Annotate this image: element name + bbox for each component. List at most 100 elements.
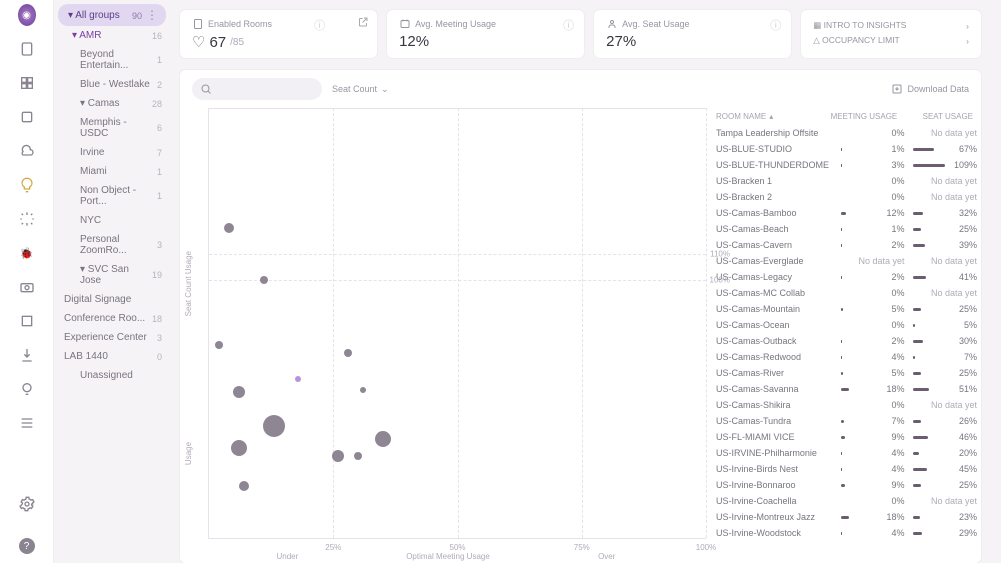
sidebar-item[interactable]: Non Object - Port...1 bbox=[54, 181, 170, 211]
table-row[interactable]: US-Irvine-Coachella0%No data yet bbox=[716, 493, 977, 509]
sidebar-item[interactable]: Experience Center3 bbox=[54, 328, 170, 347]
table-row[interactable]: US-Camas-EvergladeNo data yetNo data yet bbox=[716, 253, 977, 269]
cloud-icon[interactable] bbox=[18, 142, 36, 160]
scatter-point[interactable] bbox=[239, 481, 249, 491]
table-row[interactable]: US-Camas-MC Collab0%No data yet bbox=[716, 285, 977, 301]
sidebar-item[interactable]: Irvine7 bbox=[54, 143, 170, 162]
idea-icon[interactable] bbox=[18, 380, 36, 398]
download-icon[interactable] bbox=[18, 346, 36, 364]
table-row[interactable]: Tampa Leadership Offsite0%No data yet bbox=[716, 125, 977, 141]
scatter-point[interactable] bbox=[260, 276, 268, 284]
table-row[interactable]: US-Camas-Beach1%25% bbox=[716, 221, 977, 237]
table-row[interactable]: US-BLUE-THUNDERDOME3%109% bbox=[716, 157, 977, 173]
scatter-point[interactable] bbox=[354, 452, 362, 460]
table-row[interactable]: US-Camas-Bamboo12%32% bbox=[716, 205, 977, 221]
seat-usage-cell: No data yet bbox=[905, 256, 978, 266]
icon-rail: ◉ 🐞 ? bbox=[0, 0, 54, 563]
sidebar-item[interactable]: Memphis - USDC6 bbox=[54, 113, 170, 143]
table-row[interactable]: US-Bracken 20%No data yet bbox=[716, 189, 977, 205]
col-meeting-usage[interactable]: MEETING USAGE bbox=[828, 112, 904, 121]
col-room-name[interactable]: ROOM NAME▴ bbox=[716, 112, 828, 121]
sidebar-item[interactable]: Unassigned bbox=[54, 366, 170, 385]
box-icon[interactable] bbox=[18, 312, 36, 330]
seat-usage-cell: 26% bbox=[905, 416, 978, 426]
table-row[interactable]: US-FL-MIAMI VICE9%46% bbox=[716, 429, 977, 445]
table-row[interactable]: US-Camas-Tundra7%26% bbox=[716, 413, 977, 429]
download-data-button[interactable]: Download Data bbox=[891, 83, 969, 95]
sidebar-item[interactable]: NYC bbox=[54, 211, 170, 230]
table-row[interactable]: US-Camas-Savanna18%51% bbox=[716, 381, 977, 397]
room-name: US-BLUE-THUNDERDOME bbox=[716, 160, 832, 170]
insights-occupancy-row[interactable]: △ OCCUPANCY LIMIT› bbox=[813, 33, 969, 48]
info-icon[interactable]: ⓘ bbox=[563, 17, 574, 33]
table-row[interactable]: US-Camas-Redwood4%7% bbox=[716, 349, 977, 365]
info-icon[interactable]: ⓘ bbox=[770, 17, 781, 33]
table-row[interactable]: US-Irvine-Bonnaroo9%25% bbox=[716, 477, 977, 493]
sidebar-item[interactable]: Miami1 bbox=[54, 162, 170, 181]
meeting-usage-cell: 4% bbox=[832, 448, 905, 458]
scatter-point[interactable] bbox=[360, 387, 366, 393]
table-row[interactable]: US-Camas-Shikira0%No data yet bbox=[716, 397, 977, 413]
room-table: ROOM NAME▴ MEETING USAGE SEAT USAGE Tamp… bbox=[716, 108, 981, 563]
scatter-point[interactable] bbox=[231, 440, 247, 456]
gear-icon[interactable] bbox=[18, 495, 36, 513]
table-row[interactable]: US-Camas-Legacy2%41% bbox=[716, 269, 977, 285]
external-link-icon[interactable] bbox=[357, 16, 369, 31]
table-row[interactable]: US-BLUE-STUDIO1%67% bbox=[716, 141, 977, 157]
table-row[interactable]: US-Camas-River5%25% bbox=[716, 365, 977, 381]
camera-icon[interactable] bbox=[18, 278, 36, 296]
meeting-usage-cell: 9% bbox=[832, 432, 905, 442]
room-name: US-Camas-Outback bbox=[716, 336, 832, 346]
table-row[interactable]: US-Irvine-Woodstock4%29% bbox=[716, 525, 977, 541]
scatter-point[interactable] bbox=[375, 431, 391, 447]
doc-icon[interactable] bbox=[18, 40, 36, 58]
sidebar-item[interactable]: ▾ AMR16 bbox=[54, 26, 170, 45]
sidebar-item[interactable]: ▾ Camas28 bbox=[54, 94, 170, 113]
sidebar-item[interactable]: Conference Roo...18 bbox=[54, 309, 170, 328]
table-row[interactable]: US-Camas-Outback2%30% bbox=[716, 333, 977, 349]
spark-icon[interactable] bbox=[18, 210, 36, 228]
puzzle-icon[interactable]: 🐞 bbox=[18, 244, 36, 262]
scatter-point[interactable] bbox=[263, 415, 285, 437]
table-row[interactable]: US-Irvine-Birds Nest4%45% bbox=[716, 461, 977, 477]
scatter-point[interactable] bbox=[224, 223, 234, 233]
seat-usage-cell: 25% bbox=[905, 224, 978, 234]
table-row[interactable]: US-Camas-Ocean0%5% bbox=[716, 317, 977, 333]
sidebar-item[interactable]: Personal ZoomRo...3 bbox=[54, 230, 170, 260]
grid-icon[interactable] bbox=[18, 74, 36, 92]
sidebar-item[interactable]: Beyond Entertain...1 bbox=[54, 45, 170, 75]
table-row[interactable]: US-IRVINE-Philharmonie4%20% bbox=[716, 445, 977, 461]
help-icon[interactable]: ? bbox=[18, 537, 36, 555]
sidebar-item[interactable]: Digital Signage bbox=[54, 290, 170, 309]
bulb-icon[interactable] bbox=[18, 176, 36, 194]
seat-usage-cell: 7% bbox=[905, 352, 978, 362]
scatter-point[interactable] bbox=[215, 341, 223, 349]
scatter-point[interactable] bbox=[332, 450, 344, 462]
layers-icon[interactable] bbox=[18, 108, 36, 126]
table-row[interactable]: US-Camas-Mountain5%25% bbox=[716, 301, 977, 317]
sidebar-item[interactable]: LAB 14400 bbox=[54, 347, 170, 366]
insights-intro-row[interactable]: ▦ INTRO TO INSIGHTS› bbox=[813, 18, 969, 33]
card-value: 12% bbox=[399, 33, 572, 50]
search-input[interactable] bbox=[192, 78, 322, 100]
info-icon[interactable]: ⓘ bbox=[314, 17, 325, 33]
seat-usage-cell: 45% bbox=[905, 464, 978, 474]
table-row[interactable]: US-Bracken 10%No data yet bbox=[716, 173, 977, 189]
col-seat-usage[interactable]: SEAT USAGE bbox=[903, 112, 973, 121]
scatter-point[interactable] bbox=[344, 349, 352, 357]
menu-icon[interactable] bbox=[18, 414, 36, 432]
seat-usage-cell: 25% bbox=[905, 304, 978, 314]
seat-count-dropdown[interactable]: Seat Count⌄ bbox=[332, 84, 389, 95]
sidebar-item[interactable]: ▾ SVC San Jose19 bbox=[54, 260, 170, 290]
sidebar-item[interactable]: Blue - Westlake2 bbox=[54, 75, 170, 94]
seat-usage-cell: No data yet bbox=[905, 128, 978, 138]
table-row[interactable]: US-Camas-Cavern2%39% bbox=[716, 237, 977, 253]
logo-icon[interactable]: ◉ bbox=[18, 6, 36, 24]
scatter-point[interactable] bbox=[295, 376, 301, 382]
scatter-point[interactable] bbox=[233, 386, 245, 398]
seat-usage-cell: 29% bbox=[905, 528, 978, 538]
room-name: US-Camas-Everglade bbox=[716, 256, 832, 266]
x-tick-label: 100% bbox=[696, 543, 716, 552]
table-row[interactable]: US-Irvine-Montreux Jazz18%23% bbox=[716, 509, 977, 525]
sidebar-all-groups[interactable]: ▾ All groups 90⋮ bbox=[58, 4, 166, 26]
